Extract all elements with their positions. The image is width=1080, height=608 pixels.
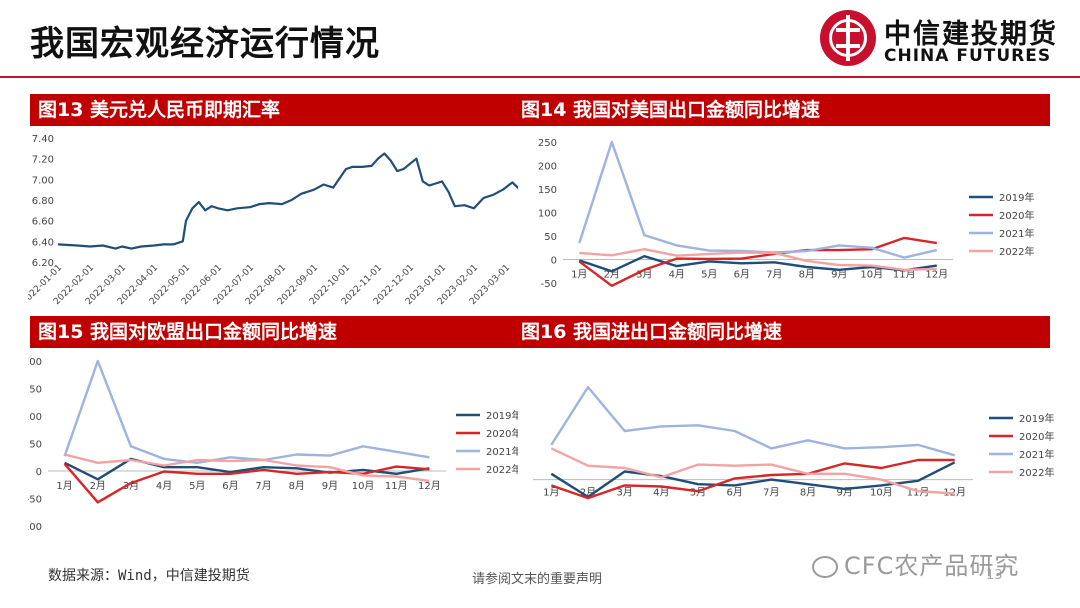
fig15-ytick-label: 50	[29, 440, 42, 451]
fig13-title: 图13 美元兑人民币即期汇率	[30, 94, 515, 126]
title-divider	[0, 76, 1080, 78]
fig16-series-2021年	[550, 385, 956, 457]
fig14-ytick-label: 0	[551, 256, 557, 267]
fig15-ytick-label: -100	[28, 522, 42, 533]
fig15-xtick-label: 2月	[90, 480, 106, 492]
fig13-ytick-label: 6.20	[32, 258, 54, 269]
fig16-series-2022年	[550, 447, 955, 495]
fig15-legend-label: 2022年	[486, 463, 518, 476]
watermark: CFC农产品研究	[812, 546, 1019, 581]
fig14-ytick-label: -50	[541, 279, 557, 290]
fig16-legend-label: 2019年	[1019, 412, 1054, 425]
fig15-series-2019年	[64, 457, 430, 481]
fig16-xtick-label: 6月	[726, 487, 742, 499]
fig15-xtick-label: 10月	[352, 480, 375, 492]
fig13-ytick-label: 7.00	[32, 175, 54, 186]
fig14-ytick-label: 150	[538, 185, 557, 196]
fig14-xtick-label: 8月	[799, 269, 815, 281]
fig15-series-2020年	[63, 463, 430, 504]
fig15-xtick-label: 12月	[418, 480, 441, 492]
watermark-text: CFC农产品研究	[844, 552, 1020, 580]
fig16-xtick-label: 4月	[653, 487, 669, 499]
fig14-series-2019年	[578, 254, 937, 273]
fig14-legend-label: 2019年	[999, 191, 1034, 204]
fig15-ytick-label: 200	[28, 357, 42, 368]
fig16-title: 图16 我国进出口金额同比增速	[513, 316, 1050, 348]
fig13-ytick-label: 7.20	[32, 155, 54, 166]
fig13-ytick-label: 7.40	[32, 134, 54, 145]
fig13-series-line	[57, 152, 518, 250]
fig15-ytick-label: -50	[28, 495, 42, 506]
brand-logo: 中信建投期货 CHINA FUTURES	[820, 10, 1070, 74]
fig15-legend-label: 2019年	[486, 409, 518, 422]
fig13-ytick-label: 6.80	[32, 196, 54, 207]
disclaimer: 请参阅文末的重要声明	[472, 572, 603, 587]
fig14-xtick-label: 6月	[734, 269, 750, 281]
fig15-legend-label: 2020年	[486, 427, 518, 440]
fig15-xtick-label: 4月	[156, 480, 172, 492]
fig15-series-2021年	[63, 359, 430, 465]
fig14-series-2020年	[578, 236, 937, 288]
fig15-ytick-label: 150	[28, 385, 42, 396]
fig13-ytick-label: 6.40	[32, 237, 54, 248]
fig14-series-2021年	[578, 140, 938, 259]
fig14-ytick-label: 50	[544, 232, 557, 243]
wechat-icon	[812, 556, 838, 578]
fig14-ytick-label: 100	[538, 209, 557, 220]
fig14-xtick-label: 11月	[893, 269, 916, 281]
fig15-ytick-label: 100	[28, 412, 42, 423]
fig15-xtick-label: 7月	[255, 480, 271, 492]
page-number: 13	[986, 568, 1003, 583]
fig15-title: 图15 我国对欧盟出口金额同比增速	[30, 316, 515, 348]
data-source: 数据来源：Wind，中信建投期货	[48, 568, 250, 584]
fig13-chart: 7.407.207.006.806.606.406.202022-01-0120…	[28, 134, 518, 307]
fig16-series-2020年	[550, 458, 955, 500]
fig16-series-2019年	[550, 461, 956, 499]
fig14-xtick-label: 12月	[925, 269, 948, 281]
logo-english: CHINA FUTURES	[884, 46, 1052, 66]
fig15-series-2022年	[64, 453, 430, 483]
page-title: 我国宏观经济运行情况	[30, 24, 380, 64]
fig15-legend-label: 2021年	[486, 445, 518, 458]
fig16-legend-label: 2021年	[1019, 448, 1054, 461]
fig15-xtick-label: 6月	[222, 480, 238, 492]
fig15-chart: 200 150 100 50 0 -50 -100 1月 2月 3月 4月 5月 6月 7月 8月 9月 10月…	[28, 357, 518, 533]
fig14-series-2022年	[579, 247, 937, 272]
fig16-xtick-label: 8月	[800, 487, 816, 499]
fig14-xtick-label: 10月	[860, 269, 883, 281]
fig14-legend-label: 2022年	[999, 245, 1034, 258]
fig16-xtick-label: 3月	[616, 487, 632, 499]
fig16-xtick-label: 1月	[543, 487, 559, 499]
fig14-xtick-label: 5月	[701, 269, 717, 281]
fig14-ytick-label: 200	[538, 162, 557, 173]
fig14-xtick-label: 4月	[669, 269, 685, 281]
fig14-xtick-label: 1月	[571, 269, 587, 281]
fig14-title: 图14 我国对美国出口金额同比增速	[513, 94, 1050, 126]
logo-chinese: 中信建投期货	[884, 19, 1058, 50]
fig16-xtick-label: 7月	[763, 487, 779, 499]
fig14-ytick-label: 250	[538, 138, 557, 149]
fig14-legend-label: 2021年	[999, 227, 1034, 240]
fig15-xtick-label: 5月	[189, 480, 205, 492]
fig16-xtick-label: 10月	[870, 487, 893, 499]
fig14-legend-label: 2020年	[999, 209, 1034, 222]
fig15-xtick-label: 3月	[123, 480, 139, 492]
fig16-chart: 1月 2月 3月 4月 5月 6月 7月 8月 9月 10月 11月 12月2019年2020年202…	[533, 385, 1054, 500]
fig13-ytick-label: 6.60	[32, 217, 54, 228]
fig15-ytick-label: 0	[36, 467, 42, 478]
fig15-xtick-label: 1月	[56, 480, 72, 492]
fig15-xtick-label: 9月	[322, 480, 338, 492]
citic-logo-icon	[820, 10, 876, 66]
fig15-xtick-label: 11月	[385, 480, 408, 492]
fig14-xtick-label: 2月	[604, 269, 620, 281]
fig15-xtick-label: 8月	[289, 480, 305, 492]
fig16-legend-label: 2020年	[1019, 430, 1054, 443]
fig14-xtick-label: 7月	[766, 269, 782, 281]
fig16-legend-label: 2022年	[1019, 466, 1054, 479]
fig14-xtick-label: 9月	[831, 269, 847, 281]
